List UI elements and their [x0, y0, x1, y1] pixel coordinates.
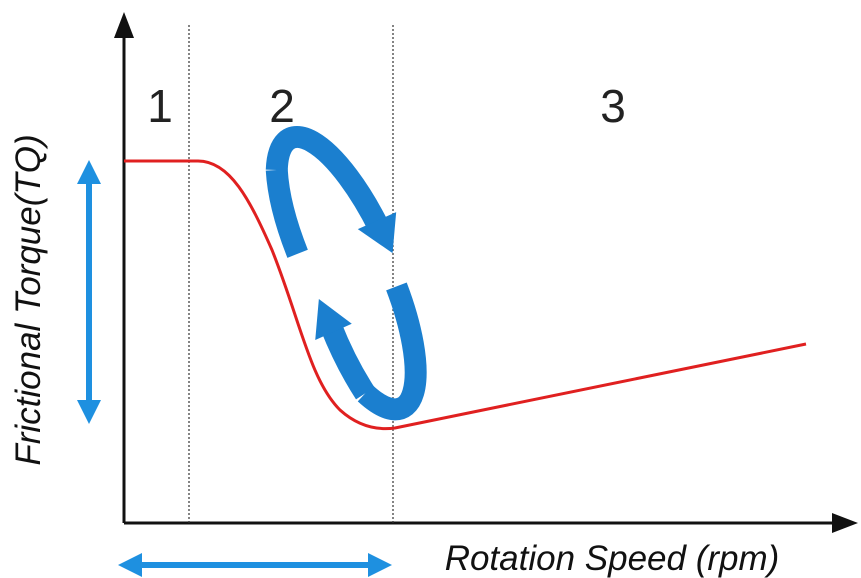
- torque-curve: [124, 159, 807, 431]
- y-axis-label: Frictional Torque(TQ): [9, 134, 48, 465]
- x-arrowhead: [832, 513, 858, 533]
- y-arrowhead: [114, 12, 134, 38]
- region-label: 3: [600, 80, 626, 132]
- x-axis-label: Rotation Speed (rpm): [445, 539, 780, 578]
- region-label: 1: [147, 80, 173, 132]
- region-label: 2: [269, 80, 295, 132]
- rotation-arrow: [265, 125, 427, 421]
